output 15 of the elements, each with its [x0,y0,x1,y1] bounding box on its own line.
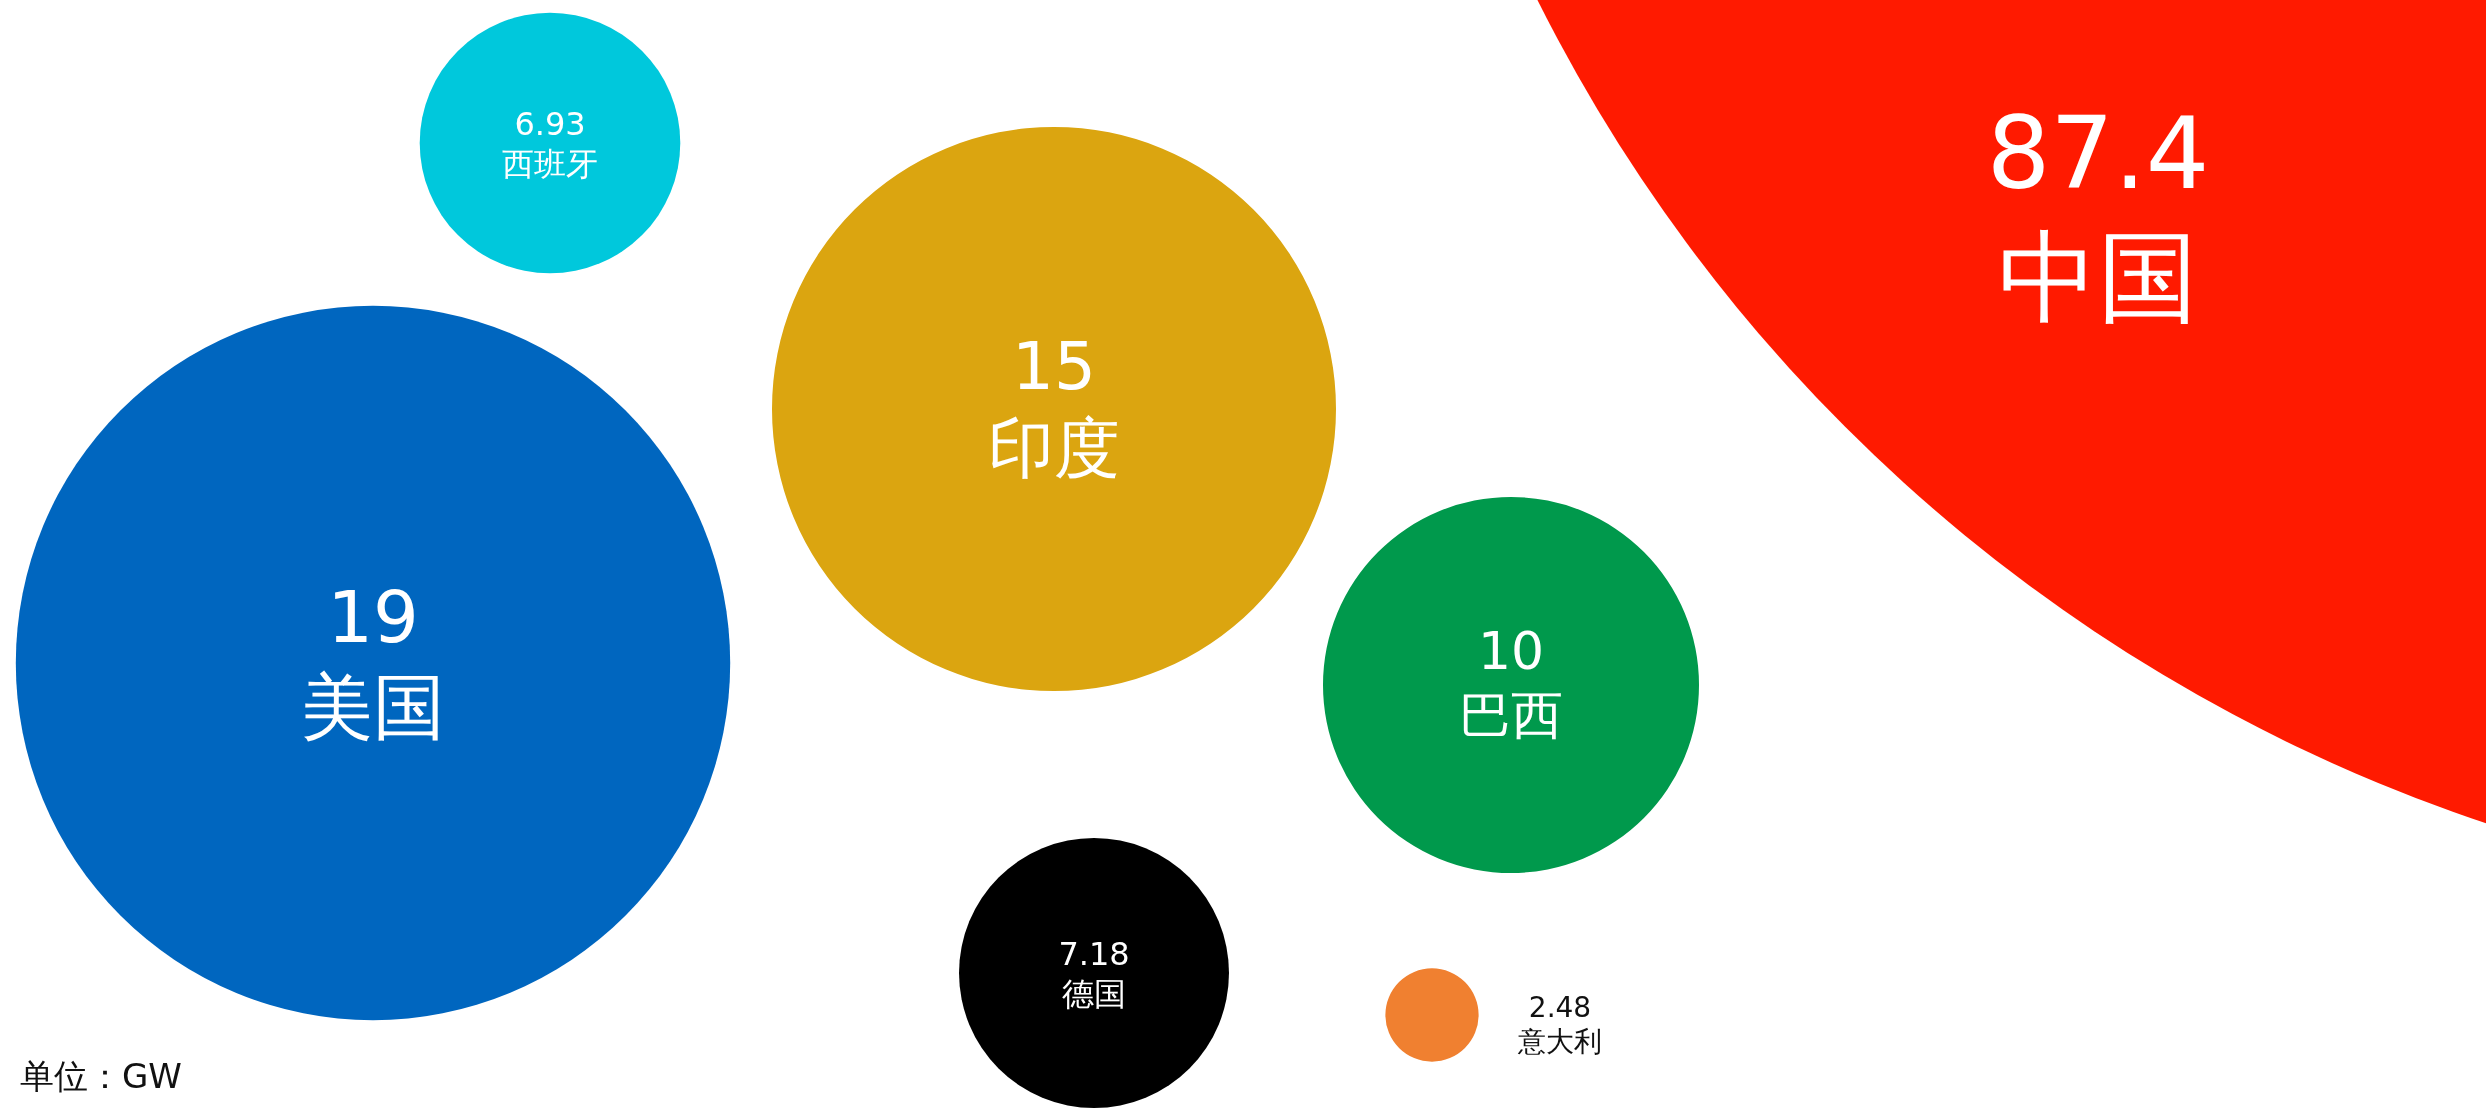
data-label: 7.18 [1058,935,1130,974]
category-label: 巴西 [1459,685,1563,746]
category-label: 西班牙 [502,144,598,183]
data-label: 19 [327,575,419,660]
data-label: 15 [1012,328,1096,406]
data-label: 2.48 [1528,990,1592,1024]
category-label: 德国 [1062,974,1126,1013]
data-label: 87.4 [1986,95,2210,212]
data-label: 6.93 [514,105,586,144]
category-label: 美国 [301,664,445,749]
category-label: 意大利 [1517,1025,1602,1059]
category-label: 印度 [988,409,1120,487]
category-label: 中国 [1998,219,2198,336]
data-label: 10 [1477,620,1545,681]
text: 单位：GW [20,1056,182,1096]
